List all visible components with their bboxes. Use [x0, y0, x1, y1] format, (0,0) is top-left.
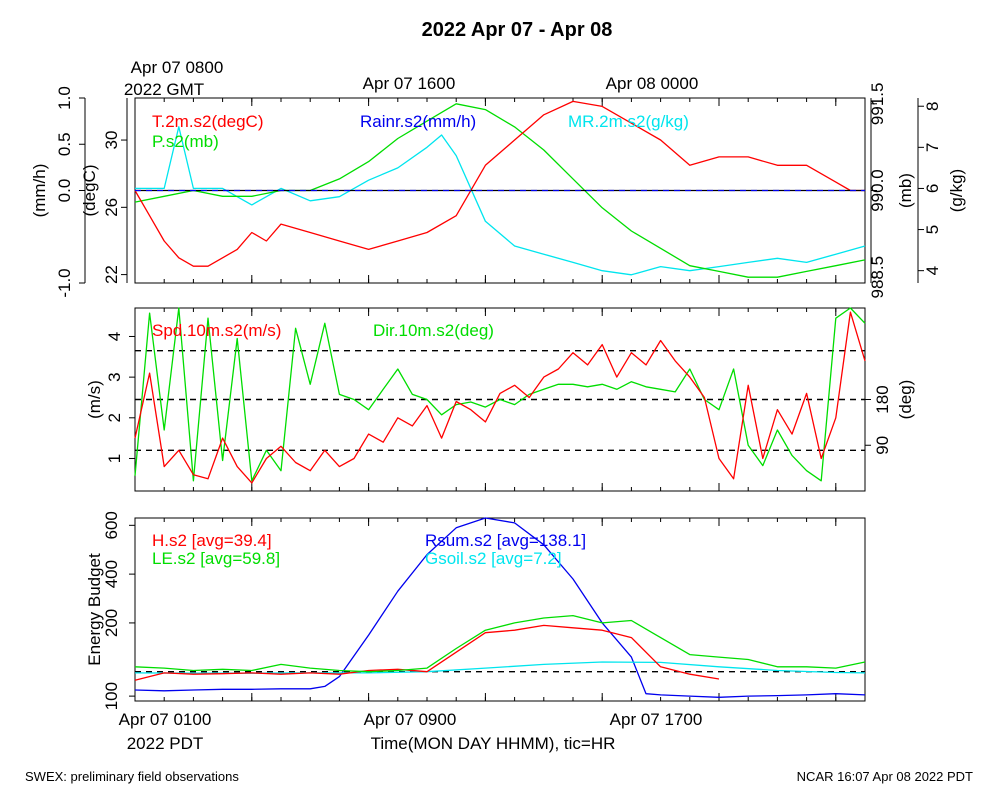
temp-tick-label: 22 — [102, 265, 121, 284]
rain-tick-label: 1.0 — [55, 86, 74, 110]
legend-entry: MR.2m.s2(g/kg) — [568, 112, 689, 131]
footer-left: SWEX: preliminary field observations — [25, 769, 239, 784]
top-time-label: Apr 08 0000 — [606, 74, 699, 93]
mr-tick-label: 8 — [923, 101, 942, 110]
series-T.2m.s2 — [134, 100, 865, 267]
mr-tick-label: 6 — [923, 184, 942, 193]
series-LE.s2 — [134, 614, 866, 673]
legend-entry: Spd.10m.s2(m/s) — [152, 321, 281, 340]
dir-tick-label: 180 — [873, 385, 892, 413]
series-H.s2 — [134, 624, 720, 681]
mr-tick-label: 7 — [923, 143, 942, 152]
mr-tick-label: 4 — [923, 266, 942, 275]
spd-tick-label: 3 — [105, 372, 124, 381]
dir-tick-label: 90 — [873, 436, 892, 455]
legend-entry: Rsum.s2 [avg=138.1] — [425, 531, 586, 550]
series-Rsum.s2 — [134, 517, 866, 698]
rain-tick-label: 0.5 — [55, 132, 74, 156]
bottom-time-label: Apr 07 0900 — [364, 710, 457, 729]
spd-tick-label: 1 — [105, 454, 124, 463]
footer-right: NCAR 16:07 Apr 08 2022 PDT — [797, 769, 973, 784]
legend-entry: T.2m.s2(degC) — [152, 112, 263, 131]
legend-entry: Gsoil.s2 [avg=7.2] — [425, 549, 562, 568]
legend-entry: P.s2(mb) — [152, 132, 219, 151]
bottom-time-label: Apr 07 0100 — [119, 710, 212, 729]
bottom-time-sublabel: 2022 PDT — [127, 734, 204, 753]
series-MR.2m.s2 — [135, 126, 866, 276]
energy-tick-label: 600 — [102, 511, 121, 539]
mr-tick-label: 5 — [923, 225, 942, 234]
dir-axis-label: (deg) — [896, 380, 915, 420]
pres-tick-label: 988.5 — [868, 256, 887, 299]
panel-wind: 1 2 3 4 (m/s) 90 180 (deg) Spd.10m.s2(m/s) Dir.10… — [85, 307, 915, 492]
temp-tick-label: 30 — [102, 131, 121, 150]
legend-entry: Rainr.s2(mm/h) — [360, 112, 476, 131]
temp-axis-label: (degC) — [80, 165, 99, 217]
legend-entry: H.s2 [avg=39.4] — [152, 531, 272, 550]
temp-tick-label: 26 — [102, 198, 121, 217]
spd-tick-label: 2 — [105, 413, 124, 422]
rain-axis-label: (mm/h) — [30, 164, 49, 218]
rain-tick-label: 0.0 — [55, 179, 74, 203]
mr-axis-label: (g/kg) — [947, 169, 966, 212]
bottom-time-labels: Apr 07 0100 2022 PDT Apr 07 0900 Apr 07 … — [119, 710, 703, 753]
top-time-sublabel: 2022 GMT — [124, 80, 204, 99]
legend-entry: Dir.10m.s2(deg) — [373, 321, 494, 340]
energy-tick-label: 400 — [102, 560, 121, 588]
spd-axis-label: (m/s) — [85, 380, 104, 419]
spd-tick-label: 4 — [105, 332, 124, 341]
legend-entry: LE.s2 [avg=59.8] — [152, 549, 280, 568]
rain-tick-label: -1.0 — [55, 268, 74, 297]
top-time-label: Apr 07 1600 — [363, 74, 456, 93]
pres-axis-label: (mb) — [896, 173, 915, 208]
panel-temperature-pressure: -1.0 0.0 0.5 1.0 (mm/h) 22 26 30(degC) 988.5 990.… — [30, 83, 966, 299]
series-Spd.10m.s2 — [134, 311, 866, 484]
x-axis-label: Time(MON DAY HHMM), tic=HR — [371, 734, 616, 753]
energy-tick-label: 200 — [102, 609, 121, 637]
bottom-time-label: Apr 07 1700 — [610, 710, 703, 729]
series-P.s2 — [134, 103, 866, 278]
top-time-labels: Apr 07 0800 2022 GMT Apr 07 1600 Apr 08 … — [124, 58, 698, 99]
panel-energy-budget: 100 200 400 600 Energy Budget H.s2 [avg=39.4]… — [85, 511, 866, 710]
energy-axis-label: Energy Budget — [85, 553, 104, 666]
top-time-label: Apr 07 0800 — [131, 58, 224, 77]
pres-tick-label: 991.5 — [868, 83, 887, 126]
pres-tick-label: 990.0 — [868, 169, 887, 212]
figure-title: 2022 Apr 07 - Apr 08 — [422, 19, 613, 41]
energy-tick-label: 100 — [102, 682, 121, 710]
